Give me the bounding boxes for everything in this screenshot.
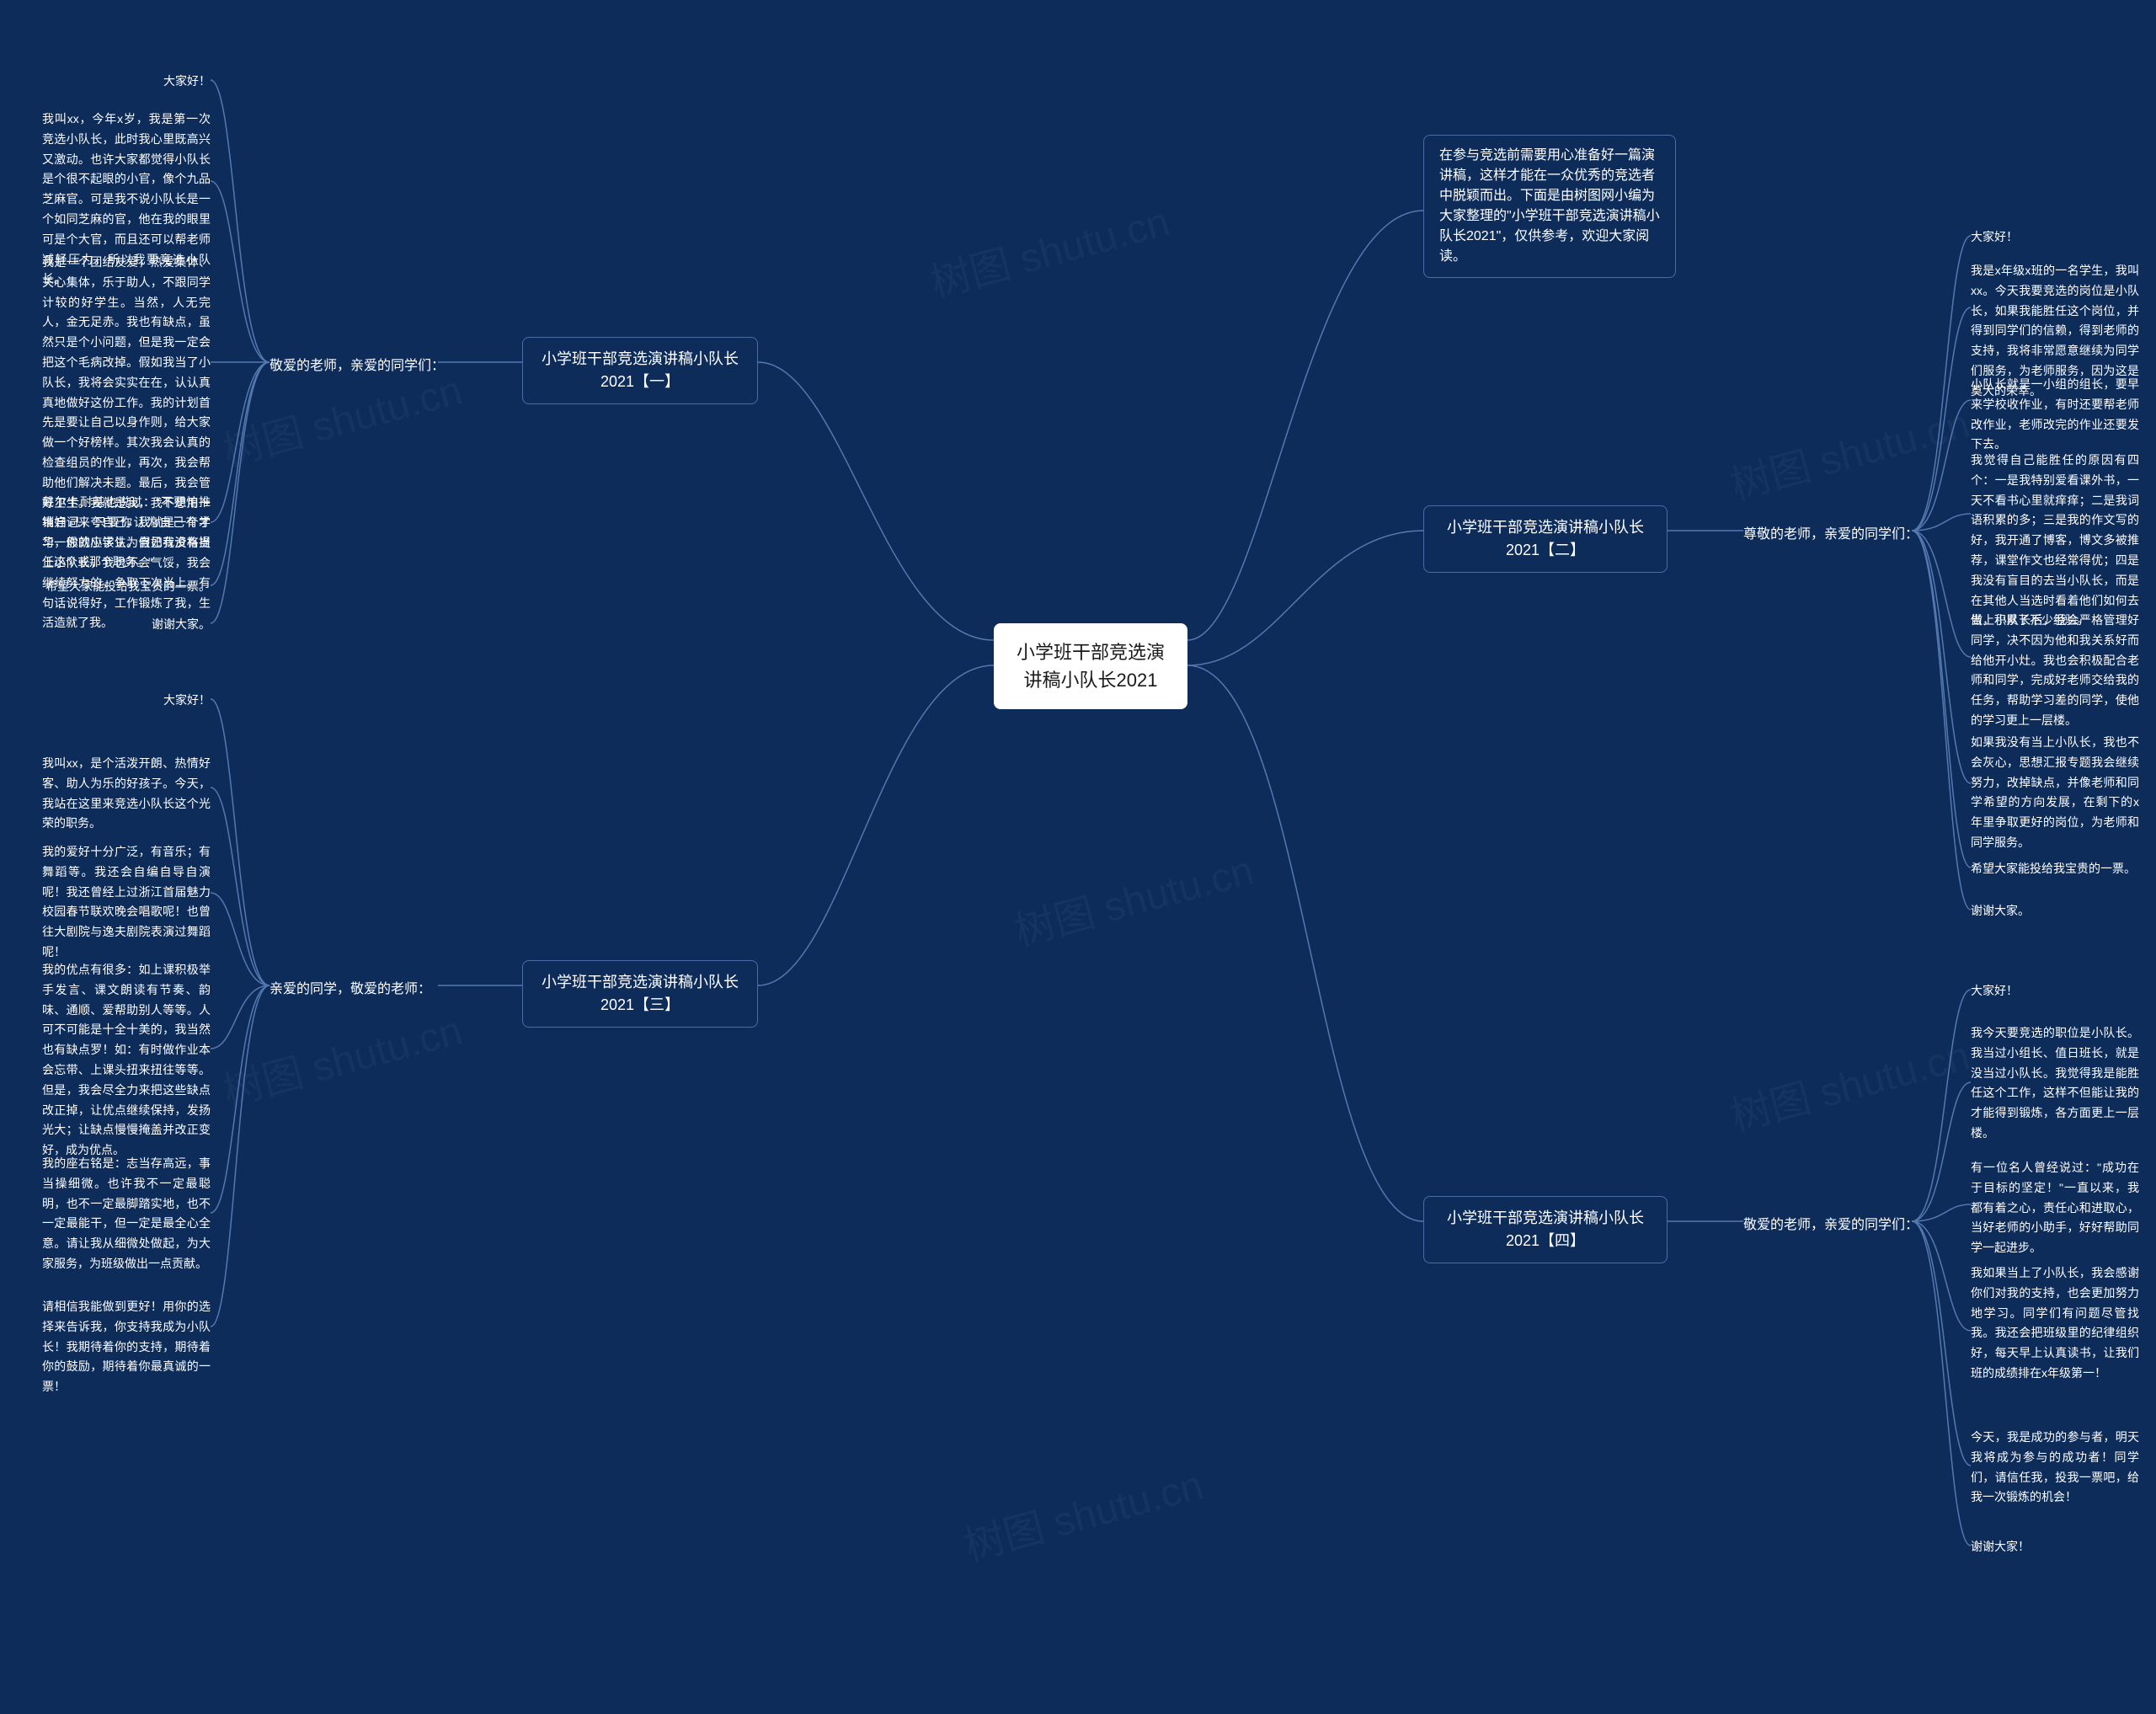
watermark: 树图 shutu.cn <box>1723 1023 1975 1143</box>
branch-4-p5: 谢谢大家！ <box>1971 1537 2139 1557</box>
watermark: 树图 shutu.cn <box>957 1452 1209 1573</box>
branch-3-p1: 我叫xx，是个活泼开朗、热情好客、助人为乐的好孩子。今天，我站在这里来竞选小队长… <box>42 754 211 834</box>
branch-4-p4: 今天，我是成功的参与者，明天我将成为参与的成功者！同学们，请信任我，投我一票吧，… <box>1971 1428 2139 1508</box>
watermark: 树图 shutu.cn <box>1723 391 1975 511</box>
branch-3-p4: 我的座右铭是：志当存高远，事当操细微。也许我不一定最聪明，也不一定最脚踏实地，也… <box>42 1154 211 1274</box>
branch-4: 小学班干部竞选演讲稿小队长2021【四】 <box>1423 1196 1668 1263</box>
branch-2-salutation: 尊敬的老师，亲爱的同学们： <box>1743 522 1919 542</box>
branch-1-p0: 大家好！ <box>42 72 211 92</box>
branch-3-salutation: 亲爱的同学，敬爱的老师： <box>270 977 431 997</box>
branch-2: 小学班干部竞选演讲稿小队长2021【二】 <box>1423 505 1668 573</box>
branch-2-p7: 谢谢大家。 <box>1971 901 2139 921</box>
watermark: 树图 shutu.cn <box>1007 837 1259 958</box>
branch-1: 小学班干部竞选演讲稿小队长2021【一】 <box>522 337 758 404</box>
branch-3-p3: 我的优点有很多：如上课积极举手发言、课文朗读有节奏、韵味、通顺、爱帮助别人等等。… <box>42 960 211 1161</box>
branch-3-p5: 请相信我能做到更好！用你的选择来告诉我，你支持我成为小队长！我期待着你的支持，期… <box>42 1297 211 1397</box>
connectors <box>0 0 2156 1714</box>
branch-2-p6: 希望大家能投给我宝贵的一票。 <box>1971 859 2139 879</box>
branch-4-p3: 我如果当上了小队长，我会感谢你们对我的支持，也会更加努力地学习。同学们有问题尽管… <box>1971 1263 2139 1384</box>
branch-2-p5: 如果我没有当上小队长，我也不会灰心，思想汇报专题我会继续努力，改掉缺点，并像老师… <box>1971 733 2139 853</box>
branch-4-p1: 我今天要竞选的职位是小队长。我当过小组长、值日班长，就是没当过小队长。我觉得我是… <box>1971 1023 2139 1144</box>
branch-3-p0: 大家好！ <box>42 691 211 711</box>
branch-1-salutation: 敬爱的老师，亲爱的同学们： <box>270 354 445 374</box>
intro-node: 在参与竞选前需要用心准备好一篇演讲稿，这样才能在一众优秀的竞选者中脱颖而出。下面… <box>1423 135 1676 278</box>
branch-4-p2: 有一位名人曾经说过："成功在于目标的坚定！"一直以来，我都有着之心，责任心和进取… <box>1971 1158 2139 1258</box>
watermark: 树图 shutu.cn <box>216 997 467 1118</box>
branch-1-p3: 戴尔卡耐基也说过："不要怕推销自己，只要你认为自己有才华，你就应该认为自己有资格… <box>42 493 211 573</box>
watermark: 树图 shutu.cn <box>923 189 1175 309</box>
branch-4-p0: 大家好！ <box>1971 981 2139 1001</box>
branch-2-p2: 小队长就是一小组的组长，要早来学校收作业，有时还要帮老师改作业，老师改完的作业还… <box>1971 375 2139 455</box>
branch-2-p4: 当上小队长后，我会严格管理好同学，决不因为他和我关系好而给他开小灶。我也会积极配… <box>1971 611 2139 731</box>
watermark: 树图 shutu.cn <box>216 357 467 478</box>
center-node: 小学班干部竞选演讲稿小队长2021 <box>994 623 1187 709</box>
branch-3-p2: 我的爱好十分广泛，有音乐；有舞蹈等。我还会自编自导自演呢！我还曾经上过浙江首届魅… <box>42 842 211 963</box>
branch-4-salutation: 敬爱的老师，亲爱的同学们： <box>1743 1213 1919 1233</box>
branch-1-p4: 希望大家能投给我宝贵的一票。 <box>42 577 211 597</box>
branch-3: 小学班干部竞选演讲稿小队长2021【三】 <box>522 960 758 1028</box>
branch-2-p0: 大家好！ <box>1971 227 2139 248</box>
branch-1-p5: 谢谢大家。 <box>42 615 211 635</box>
branch-2-p3: 我觉得自己能胜任的原因有四个：一是我特别爱看课外书，一天不看书心里就痒痒；二是我… <box>1971 451 2139 631</box>
